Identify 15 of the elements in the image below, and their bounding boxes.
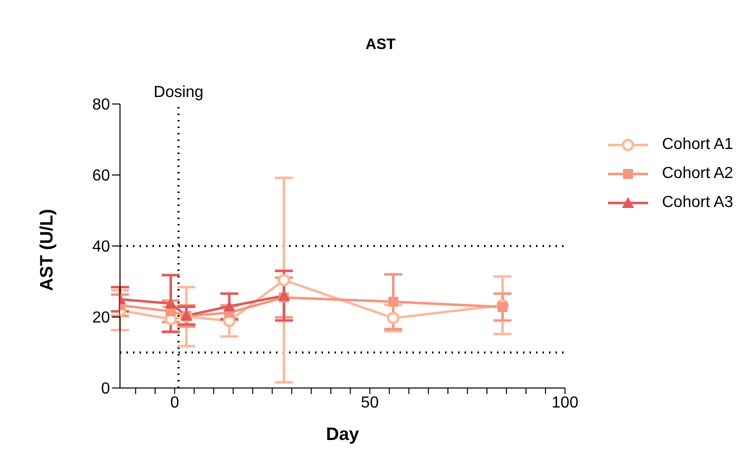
legend-label: Cohort A2 — [662, 164, 734, 182]
y-tick-label: 40 — [92, 238, 110, 256]
ref-line-label: Dosing — [154, 84, 204, 101]
legend-label: Cohort A1 — [662, 136, 734, 154]
x-tick-label: 50 — [360, 394, 379, 412]
x-tick-label: 0 — [170, 394, 180, 412]
legend-label: Cohort A3 — [662, 194, 734, 212]
chart-title: AST — [364, 36, 396, 53]
y-axis-title: AST (U/L) — [36, 209, 56, 291]
y-tick-label: 80 — [92, 96, 110, 114]
y-tick-label: 60 — [92, 168, 110, 185]
x-axis-title: Day — [326, 424, 360, 444]
x-tick-label: 100 — [552, 394, 578, 412]
y-tick-label: 20 — [92, 310, 110, 327]
y-tick-label: 0 — [101, 380, 110, 398]
